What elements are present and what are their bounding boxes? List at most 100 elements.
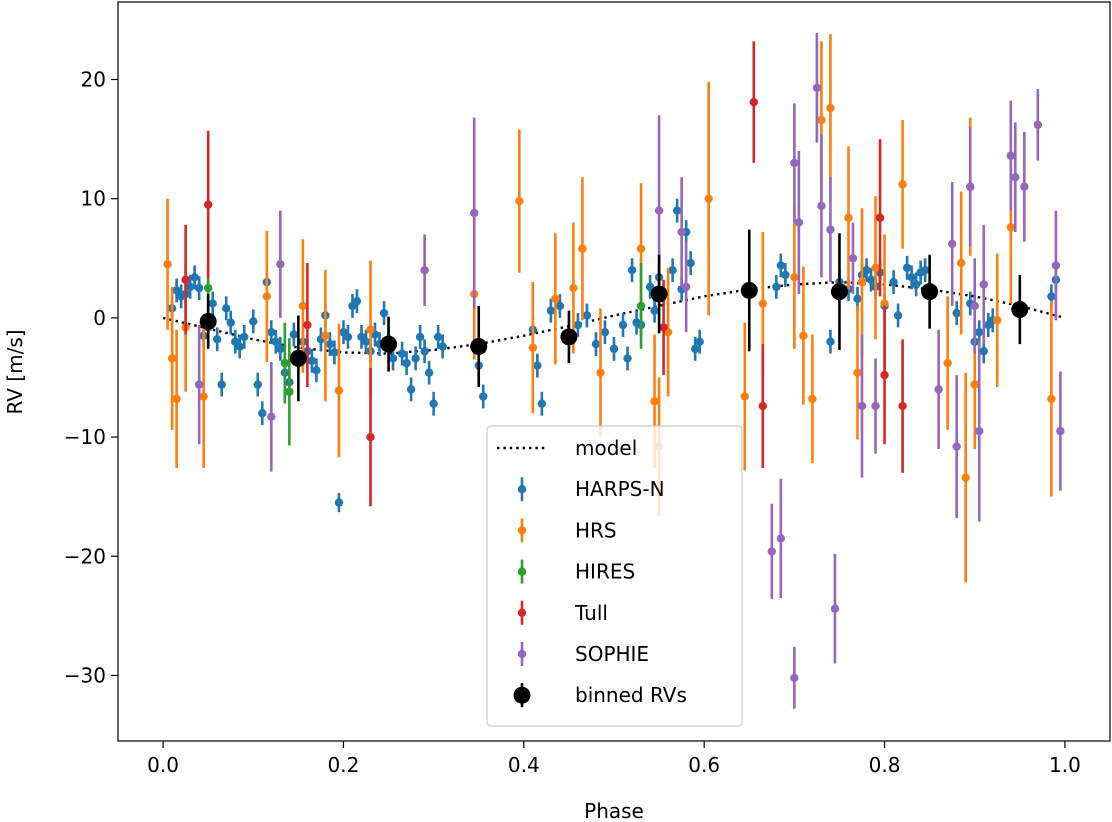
data-point xyxy=(776,261,786,270)
data-point xyxy=(213,335,222,344)
data-point xyxy=(794,218,804,227)
data-point xyxy=(415,332,425,342)
data-point xyxy=(826,337,835,346)
data-point xyxy=(276,260,285,269)
data-point xyxy=(812,83,822,93)
data-point xyxy=(893,311,903,320)
data-point xyxy=(961,473,970,482)
data-point xyxy=(853,368,862,377)
data-point xyxy=(167,354,177,363)
data-point xyxy=(979,280,988,289)
data-point xyxy=(758,299,767,308)
data-point xyxy=(190,273,199,282)
data-point xyxy=(790,273,799,282)
data-point xyxy=(411,354,420,363)
data-point xyxy=(889,277,898,287)
data-point xyxy=(826,103,835,113)
data-point xyxy=(194,283,204,293)
data-point xyxy=(668,265,677,275)
data-point xyxy=(267,327,276,337)
data-point xyxy=(546,306,556,315)
data-point xyxy=(1047,394,1056,404)
data-point xyxy=(528,343,538,352)
data-point xyxy=(479,392,488,401)
data-point xyxy=(194,380,204,389)
data-point xyxy=(379,308,389,318)
data-point xyxy=(772,282,781,292)
data-point xyxy=(672,206,682,215)
data-point xyxy=(975,327,984,337)
data-point xyxy=(826,225,835,234)
binned-point xyxy=(199,312,217,330)
data-point xyxy=(866,275,876,284)
legend: model HARPS-N HRS HIRES Tull SOPHIE binned RVs xyxy=(486,425,743,727)
data-point xyxy=(952,308,961,318)
data-point xyxy=(163,260,172,269)
data-point xyxy=(975,426,984,436)
legend-marker xyxy=(517,608,527,617)
y-tick-label: −20 xyxy=(64,544,106,568)
data-point xyxy=(781,270,790,280)
y-axis-label: RV [m/s] xyxy=(3,329,27,414)
data-point xyxy=(623,354,632,363)
legend-label: model xyxy=(575,436,637,460)
data-point xyxy=(208,299,217,308)
data-point xyxy=(185,282,195,292)
data-point xyxy=(817,115,826,125)
data-point xyxy=(289,330,299,339)
series-sophie xyxy=(194,32,1065,709)
data-point xyxy=(551,294,560,303)
data-point xyxy=(569,283,578,293)
legend-entry-hires: HIRES xyxy=(517,559,635,584)
data-point xyxy=(993,316,1002,325)
data-marks xyxy=(162,32,1066,709)
data-point xyxy=(591,339,601,349)
legend-label: HIRES xyxy=(575,560,635,584)
legend-entry-binned-rvs: binned RVs xyxy=(513,683,687,708)
data-point xyxy=(1056,426,1065,436)
data-point xyxy=(181,275,190,284)
data-point xyxy=(776,534,786,543)
legend-marker xyxy=(517,485,527,494)
legend-label: Tull xyxy=(574,601,608,625)
data-point xyxy=(704,194,713,203)
data-point xyxy=(681,282,691,292)
data-point xyxy=(262,292,271,301)
data-point xyxy=(758,401,767,411)
data-point xyxy=(686,258,695,268)
data-point xyxy=(934,385,943,394)
data-point xyxy=(690,344,700,354)
data-point xyxy=(957,258,966,268)
legend-entry-tull: Tull xyxy=(517,600,608,625)
data-point xyxy=(627,265,637,275)
legend-entry-harps-n: HARPS-N xyxy=(517,477,665,502)
data-point xyxy=(618,320,628,330)
data-point xyxy=(654,206,664,215)
data-point xyxy=(1033,120,1043,129)
data-point xyxy=(830,604,840,613)
data-point xyxy=(920,265,930,275)
x-axis-ticks: 0.0 0.2 0.4 0.6 0.8 1.0 xyxy=(147,741,1081,777)
legend-marker xyxy=(517,567,527,576)
y-tick-label: −10 xyxy=(64,425,106,449)
data-point xyxy=(203,200,213,209)
data-point xyxy=(203,283,213,293)
data-point xyxy=(361,337,371,346)
data-point xyxy=(677,227,686,237)
data-point xyxy=(420,347,429,356)
data-point xyxy=(258,409,267,418)
data-point xyxy=(199,392,208,401)
data-point xyxy=(429,399,438,408)
data-point xyxy=(470,208,479,218)
y-tick-label: −30 xyxy=(64,663,106,687)
data-point xyxy=(420,265,429,275)
x-tick-label: 0.6 xyxy=(688,753,720,777)
data-point xyxy=(880,299,889,308)
legend-marker xyxy=(517,649,527,659)
data-point xyxy=(857,277,867,287)
data-point xyxy=(902,263,912,273)
data-point xyxy=(907,273,916,282)
legend-label: SOPHIE xyxy=(575,642,649,666)
data-point xyxy=(1020,182,1029,191)
data-point xyxy=(330,348,339,357)
